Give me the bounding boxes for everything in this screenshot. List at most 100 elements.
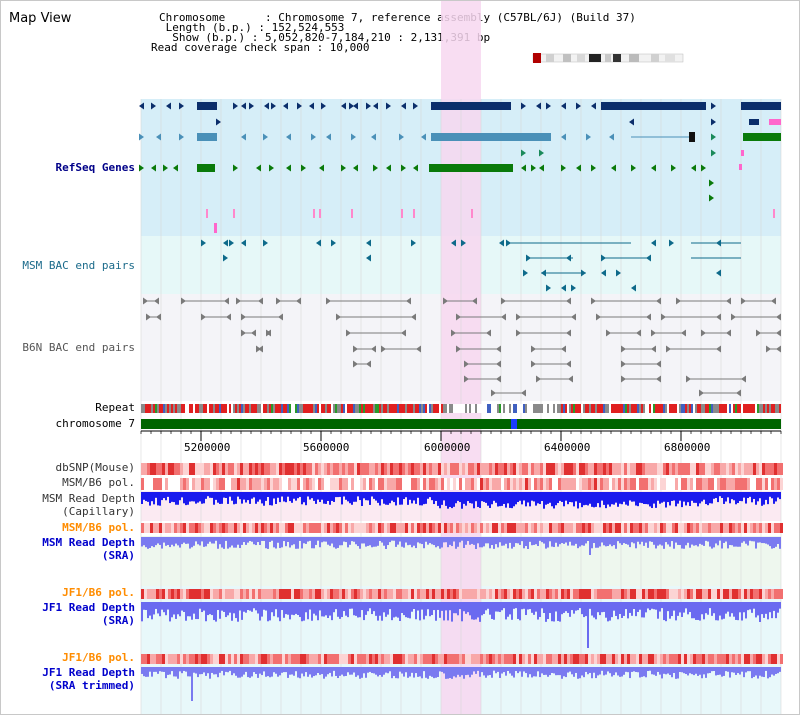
heat-cell (492, 478, 495, 490)
depth-bar (191, 602, 193, 620)
depth-bar (635, 537, 637, 549)
heat-cell (546, 523, 549, 533)
heat-cell (699, 654, 702, 664)
depth-bar (465, 537, 467, 545)
depth-bar (249, 492, 251, 504)
depth-bar (701, 667, 703, 679)
heat-cell (681, 463, 684, 475)
refseq-genes-track[interactable] (138, 102, 781, 233)
depth-bar (567, 492, 569, 505)
bac-end (223, 239, 228, 247)
heat-cell (354, 478, 357, 490)
depth-bar (581, 667, 583, 676)
heat-cell (234, 478, 237, 490)
depth-bar (661, 492, 663, 503)
depth-bar (303, 667, 305, 677)
polymorphism-heat-tracks[interactable] (141, 463, 783, 664)
depth-bar (265, 602, 267, 611)
depth-bar (179, 602, 181, 617)
read-depth-tracks[interactable] (141, 492, 781, 701)
repeat-element (633, 404, 635, 413)
depth-bar (427, 667, 429, 679)
depth-bar (723, 667, 725, 676)
depth-bar (167, 492, 169, 497)
header-show: Show (b.p.) : 5,052,820-7,184,210 : 2,13… (159, 31, 491, 44)
heat-cell (438, 654, 441, 664)
label-msm-bac[interactable]: MSM BAC end pairs (22, 259, 135, 272)
heat-cell (723, 478, 726, 490)
depth-bar (461, 667, 463, 676)
label-b6n-bac[interactable]: B6N BAC end pairs (22, 341, 135, 354)
gene-arrow (609, 133, 614, 141)
repeat-element (693, 404, 695, 413)
depth-bar (513, 492, 515, 507)
repeat-element (257, 404, 259, 413)
depth-bar (179, 667, 181, 672)
depth-bar (261, 492, 263, 504)
depth-bar (215, 602, 217, 622)
depth-bar (201, 492, 203, 504)
repeat-element (411, 404, 413, 413)
heat-cell (201, 478, 204, 490)
repeat-element (155, 404, 157, 413)
heat-cell (654, 654, 657, 664)
repeat-element (629, 404, 631, 413)
depth-bar (597, 537, 599, 548)
depth-bar (707, 602, 709, 615)
depth-bar (691, 492, 693, 501)
depth-bar (305, 667, 307, 673)
chromosome-ideogram[interactable] (532, 53, 684, 63)
heat-cell (171, 654, 174, 664)
depth-bar (721, 602, 723, 620)
position-axis (140, 430, 782, 441)
heat-cell (708, 523, 711, 533)
heat-cell (399, 654, 402, 664)
bac-end (646, 313, 651, 321)
depth-bar (169, 602, 171, 622)
gene-arrow (286, 133, 291, 141)
heat-cell (366, 478, 369, 490)
gene-arrow (709, 194, 714, 202)
depth-bar (235, 537, 237, 548)
msm-bac-track[interactable] (201, 239, 741, 292)
heat-cell (297, 589, 300, 599)
heat-cell (192, 478, 195, 490)
repeat-element (615, 404, 617, 413)
depth-bar (733, 667, 735, 673)
depth-bar (703, 492, 705, 500)
depth-bar (643, 667, 645, 677)
repeat-element (271, 404, 273, 413)
heat-cell (552, 463, 555, 475)
repeat-element (313, 404, 315, 413)
depth-bar (159, 537, 161, 545)
depth-bar (719, 667, 721, 675)
repeat-track[interactable] (141, 404, 781, 413)
depth-bar (369, 667, 371, 672)
heat-cell (636, 478, 639, 490)
depth-bar (649, 492, 651, 507)
label-refseq-genes[interactable]: RefSeq Genes (55, 161, 135, 174)
heat-cell (282, 523, 285, 533)
heat-cell (618, 523, 621, 533)
b6n-bac-track[interactable] (143, 297, 781, 397)
heat-cell (456, 523, 459, 533)
heat-cell (405, 463, 408, 475)
depth-bar (665, 537, 667, 543)
repeat-element (775, 404, 777, 413)
depth-bar (563, 602, 565, 613)
heat-cell (579, 654, 582, 664)
repeat-element (309, 404, 311, 413)
depth-bar (163, 667, 165, 672)
heat-cell (402, 654, 405, 664)
bac-end (566, 254, 571, 262)
depth-bar (565, 667, 567, 678)
repeat-element (443, 404, 445, 413)
heat-cell (249, 523, 252, 533)
heat-cell (444, 478, 447, 490)
chromosome-bar[interactable] (141, 419, 781, 429)
bac-end (316, 239, 321, 247)
depth-bar (679, 667, 681, 672)
heat-cell (735, 589, 738, 599)
depth-bar (381, 492, 383, 500)
